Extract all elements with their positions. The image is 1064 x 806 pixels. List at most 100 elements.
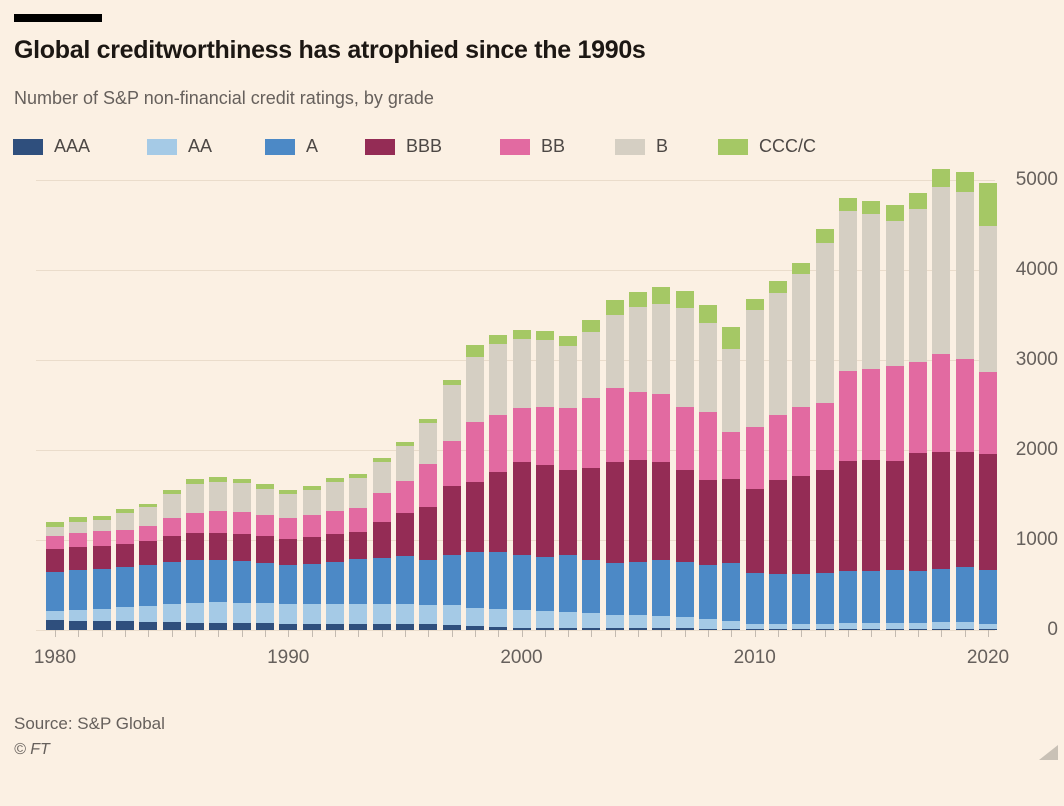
bar-segment-b-1991	[302, 490, 321, 516]
bar-segment-aaa-2015	[862, 629, 881, 630]
bar-segment-bb-2003	[582, 397, 601, 468]
bar-segment-a-1990	[279, 564, 298, 605]
bar-segment-bbb-2009	[722, 478, 741, 564]
bar-segment-b-2005	[629, 307, 648, 392]
bar-segment-aa-1986	[185, 602, 204, 623]
x-axis-label-1990: 1990	[267, 647, 310, 668]
bar-segment-bbb-1992	[325, 533, 344, 563]
x-axis-tick-2002	[568, 630, 570, 637]
bar-segment-ccc-c-1992	[325, 477, 344, 482]
bar-segment-a-1995	[395, 556, 414, 605]
bar-segment-bb-2017	[909, 361, 928, 453]
bar-segment-bbb-2002	[559, 469, 578, 555]
y-axis-label: 2000	[1015, 439, 1058, 460]
x-axis-tick-2004	[614, 630, 616, 637]
bar-segment-aa-1995	[395, 604, 414, 624]
bar-segment-aaa-2006	[652, 628, 671, 630]
bar-segment-aaa-2010	[745, 629, 764, 630]
bar-segment-bbb-2011	[769, 480, 788, 574]
bar-segment-bbb-1999	[489, 471, 508, 552]
x-axis-tick-1998	[474, 630, 476, 637]
bar-segment-ccc-c-1984	[139, 503, 158, 508]
bar-segment-aa-1984	[139, 605, 158, 622]
bar-segment-b-2002	[559, 346, 578, 409]
bar-segment-b-2000	[512, 338, 531, 409]
bar-segment-b-2003	[582, 332, 601, 398]
bar-segment-ccc-c-2017	[909, 193, 928, 209]
bar-segment-b-2011	[769, 292, 788, 416]
bar-segment-aaa-2005	[629, 628, 648, 630]
x-axis-tick-2007	[684, 630, 686, 637]
bar-segment-bbb-2001	[535, 464, 554, 557]
x-axis-tick-1981	[78, 630, 80, 637]
legend-item-aa: AA	[147, 136, 212, 157]
bar-segment-aaa-2014	[839, 629, 858, 630]
bar-segment-bb-2000	[512, 408, 531, 462]
bar-segment-b-1995	[395, 446, 414, 482]
bar-segment-aaa-1982	[92, 621, 111, 630]
bar-segment-ccc-c-2009	[722, 326, 741, 349]
x-axis-tick-2018	[941, 630, 943, 637]
resize-handle-icon[interactable]	[1039, 745, 1058, 760]
legend-label: A	[306, 136, 319, 156]
x-axis-tick-1986	[194, 630, 196, 637]
bar-segment-aaa-1998	[465, 626, 484, 630]
y-axis-label: 3000	[1015, 349, 1058, 370]
bar-segment-aaa-1991	[302, 623, 321, 630]
bar-segment-bb-1980	[46, 535, 64, 549]
bar-segment-bbb-2008	[699, 480, 718, 566]
bar-segment-bb-1999	[489, 414, 508, 472]
bar-segment-ccc-c-2005	[629, 291, 648, 308]
bar-segment-aaa-2002	[559, 627, 578, 630]
bar-segment-bb-2012	[792, 406, 811, 477]
bar-segment-aaa-1994	[372, 623, 391, 630]
bar-segment-aa-2019	[955, 622, 974, 630]
x-axis-tick-2008	[708, 630, 710, 637]
bar-segment-bbb-2003	[582, 468, 601, 560]
x-axis-tick-1994	[381, 630, 383, 637]
x-axis-tick-2019	[964, 630, 966, 637]
bar-segment-aa-2012	[792, 624, 811, 630]
bar-segment-ccc-c-2001	[535, 330, 554, 340]
bar-segment-a-2008	[699, 565, 718, 619]
legend-label: CCC/C	[759, 136, 816, 156]
bar-segment-a-2019	[955, 567, 974, 623]
bar-segment-ccc-c-2002	[559, 336, 578, 347]
bar-segment-aaa-2001	[535, 627, 554, 630]
legend-item-ccc-c: CCC/C	[718, 136, 816, 157]
bar-segment-aaa-2000	[512, 627, 531, 630]
bar-segment-ccc-c-1982	[92, 516, 111, 520]
x-axis-tick-2000	[521, 630, 523, 637]
x-axis-tick-2001	[544, 630, 546, 637]
bar-segment-b-1997	[442, 384, 461, 441]
bar-segment-b-1998	[465, 356, 484, 422]
plot-area	[36, 160, 997, 637]
x-axis-tick-1984	[148, 630, 150, 637]
x-axis-tick-1987	[218, 630, 220, 637]
legend-swatch-icon	[265, 138, 295, 155]
gridline-0	[36, 630, 995, 631]
bar-segment-aa-2013	[815, 624, 834, 630]
legend-item-aaa: AAA	[13, 136, 90, 157]
bar-segment-ccc-c-2007	[675, 290, 694, 308]
bar-segment-aa-1988	[232, 602, 251, 624]
bar-segment-bbb-2004	[605, 461, 624, 564]
bar-segment-a-1989	[255, 562, 274, 604]
bar-segment-aa-1987	[209, 601, 228, 623]
bar-segment-bb-2009	[722, 431, 741, 479]
bar-segment-a-2012	[792, 573, 811, 625]
bar-segment-aa-2003	[582, 612, 601, 628]
bar-segment-ccc-c-2006	[652, 286, 671, 304]
x-axis-label-1980: 1980	[33, 647, 77, 668]
bar-segment-ccc-c-2010	[745, 298, 764, 310]
bar-segment-a-1998	[465, 551, 484, 608]
bar-segment-bbb-2020	[979, 454, 997, 570]
legend-label: AAA	[54, 136, 91, 156]
bar-segment-bbb-2010	[745, 488, 764, 573]
bar-segment-bb-1994	[372, 492, 391, 523]
bar-segment-bb-1985	[162, 518, 181, 536]
legend-swatch-icon	[615, 138, 645, 155]
bar-segment-bb-1986	[185, 513, 204, 533]
bar-segment-bbb-1998	[465, 481, 484, 552]
y-axis-label: 1000	[1015, 529, 1058, 550]
